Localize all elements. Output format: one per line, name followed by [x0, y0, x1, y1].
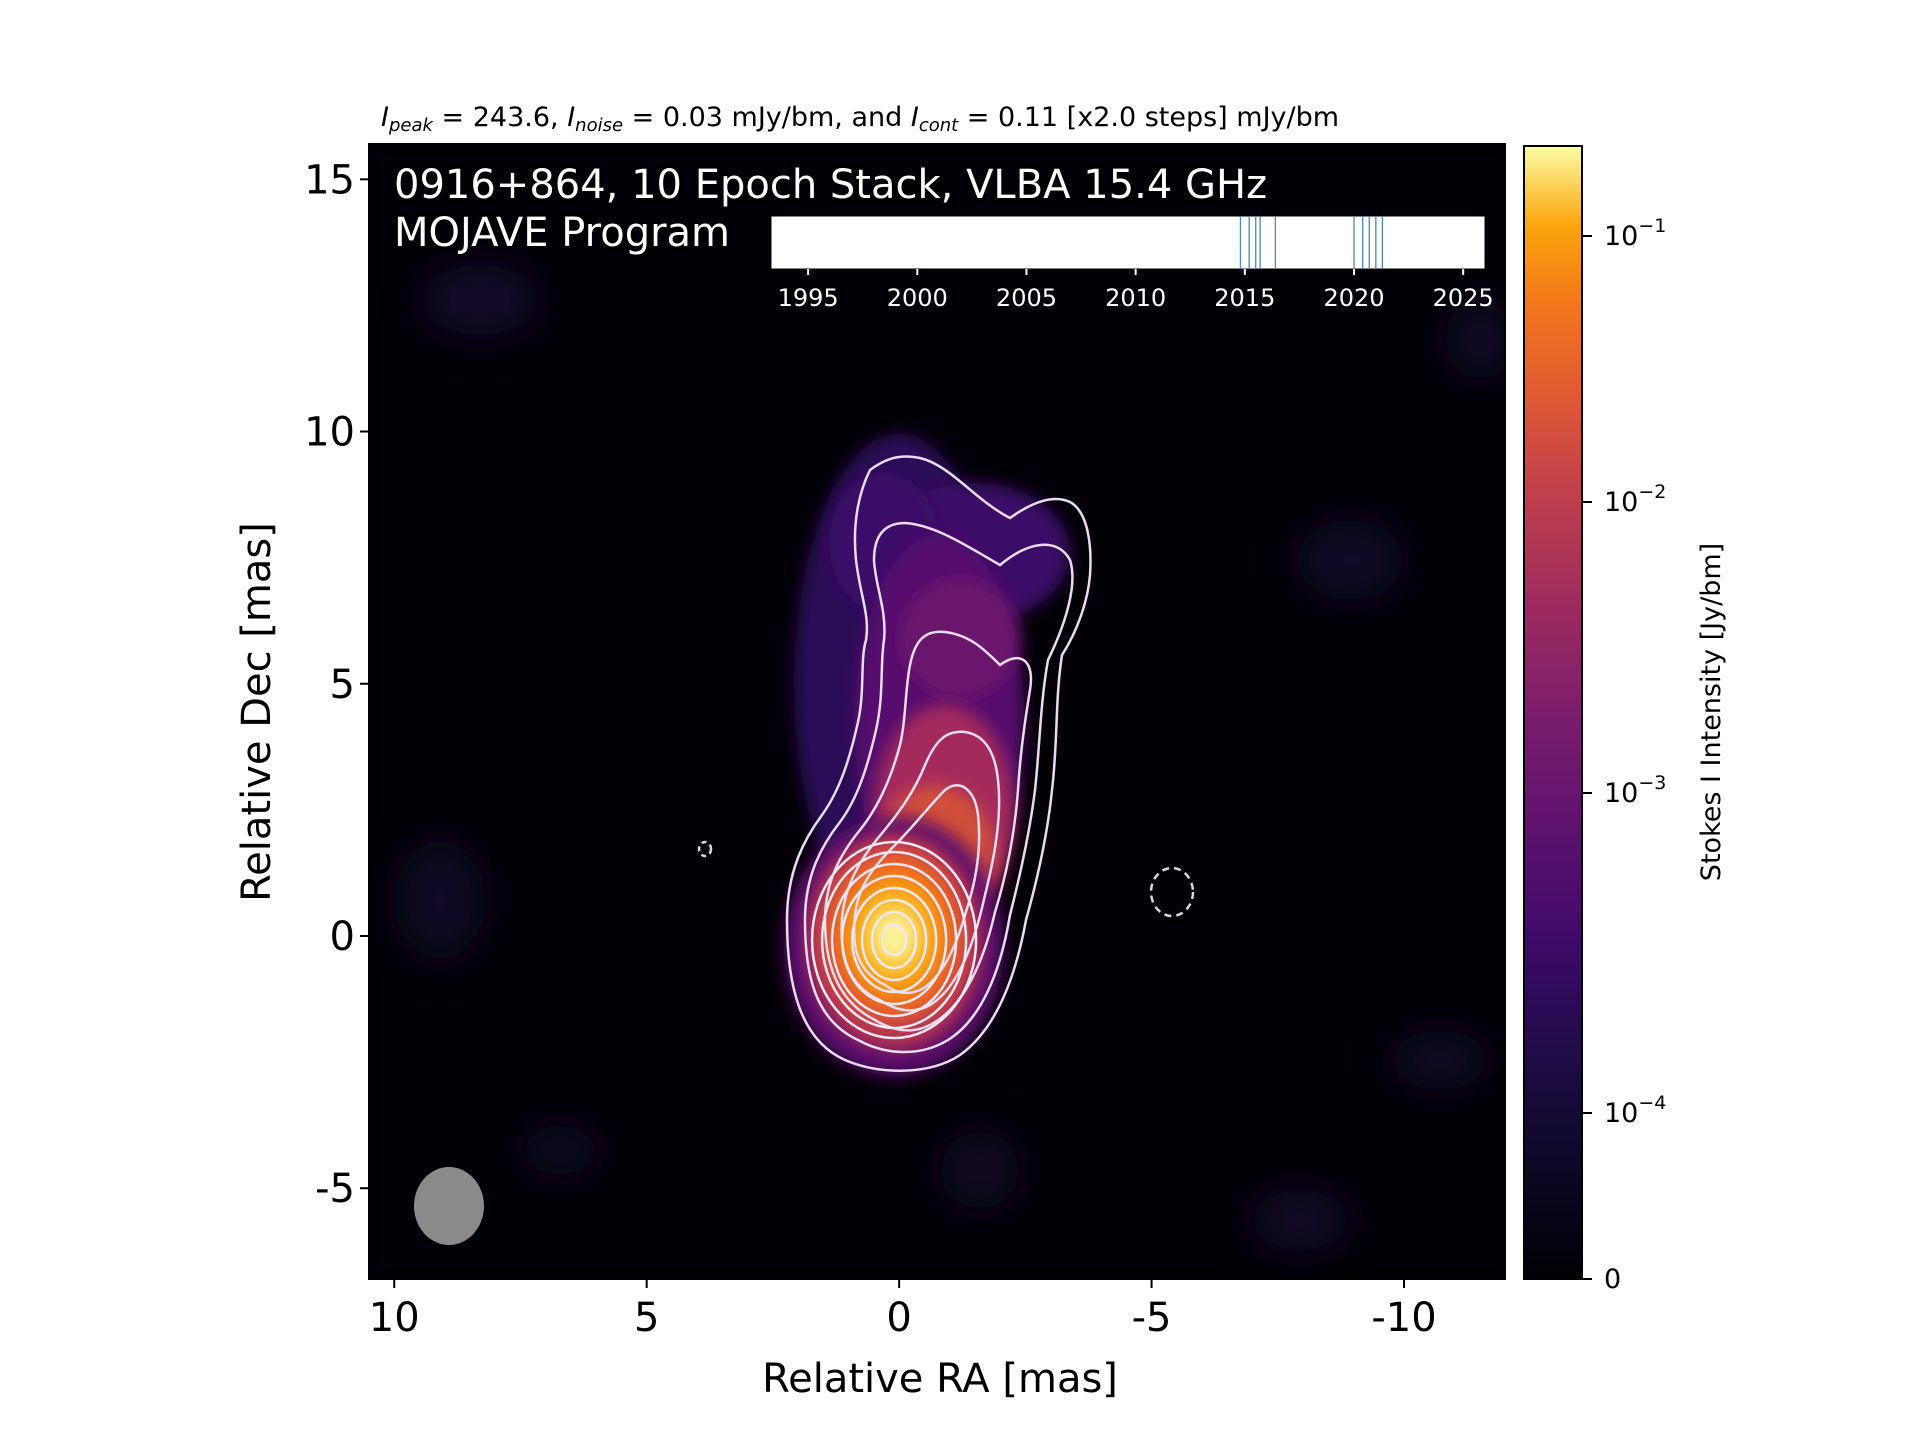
x-tick-label: 5 — [634, 1295, 659, 1341]
contour-line — [840, 730, 1001, 1012]
contour-lines — [785, 455, 1092, 1072]
contour-line — [810, 840, 978, 1040]
y-axis-label: Relative Dec [mas] — [234, 522, 280, 902]
overlay-title-line2: MOJAVE Program — [394, 210, 730, 256]
colorbar: 0 10−4 10−3 10−2 10−1 Stokes I Intensity [Jy… — [1523, 145, 1727, 1295]
timeline-tick-label: 2005 — [996, 284, 1057, 312]
y-axis: 15 10 5 0 -5 — [304, 157, 369, 1212]
contour-line — [880, 923, 908, 957]
contour-line — [785, 455, 1092, 1072]
colorbar-label: Stokes I Intensity [Jy/bm] — [1696, 543, 1727, 881]
x-tick-label: -10 — [1371, 1295, 1436, 1341]
timeline-tick-label: 1995 — [778, 284, 839, 312]
y-tick-label: 5 — [330, 662, 355, 708]
colorbar-tick-label: 10−3 — [1604, 772, 1666, 809]
negative-contour — [697, 840, 713, 858]
overlay-title-line1: 0916+864, 10 Epoch Stack, VLBA 15.4 GHz — [394, 162, 1267, 208]
y-tick-label: 15 — [304, 157, 355, 203]
timeline-tick-label: 2015 — [1214, 284, 1275, 312]
timeline-tick-label: 2025 — [1433, 284, 1494, 312]
colorbar-gradient — [1523, 145, 1583, 1280]
y-tick-label: 10 — [304, 410, 355, 456]
contour-line — [840, 874, 948, 1006]
background-noise — [395, 265, 1505, 1250]
timeline-tick-label: 2020 — [1323, 284, 1384, 312]
contour-line — [830, 862, 958, 1018]
x-axis-label: Relative RA [mas] — [762, 1356, 1118, 1402]
timeline-box — [770, 215, 1486, 270]
x-tick-label: 0 — [886, 1295, 911, 1341]
colorbar-tick-label: 10−4 — [1604, 1092, 1666, 1129]
contour-line — [820, 850, 968, 1030]
timeline-tick-label: 2000 — [887, 284, 948, 312]
colorbar-tick-label: 10−2 — [1604, 481, 1666, 518]
x-tick-label: -5 — [1132, 1295, 1172, 1341]
contour-line — [850, 886, 938, 994]
emission-region — [899, 578, 1020, 699]
y-tick-label: 0 — [330, 914, 355, 960]
contour-line — [823, 630, 1033, 1032]
timeline-tick-label: 2010 — [1105, 284, 1166, 312]
contour-line — [803, 521, 1074, 1054]
contour-line — [870, 910, 918, 970]
negative-contour — [1149, 866, 1195, 918]
x-tick-label: 10 — [369, 1295, 420, 1341]
plot-frame — [368, 143, 1506, 1280]
image-panel: 0916+864, 10 Epoch Stack, VLBA 15.4 GHz … — [368, 143, 1506, 1280]
beam-ellipse — [414, 1167, 484, 1245]
x-axis: 10 5 0 -5 -10 — [369, 1279, 1437, 1341]
colorbar-tick-label: 0 — [1604, 1264, 1621, 1295]
y-tick-label: -5 — [315, 1166, 355, 1212]
colorbar-tick-label: 10−1 — [1604, 215, 1666, 252]
contour-line — [860, 898, 928, 982]
epoch-timeline: 1995 2000 2005 2010 2015 2020 2025 — [770, 215, 1494, 312]
stats-header: Ipeak = 243.6, Inoise = 0.03 mJy/bm, and… — [381, 102, 1339, 136]
contour-line — [852, 784, 981, 995]
